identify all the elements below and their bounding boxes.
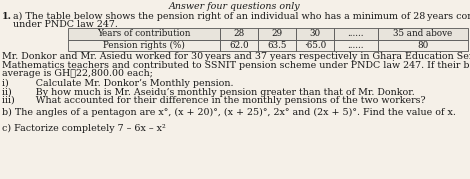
Text: c) Factorize completely 7 – 6x – x²: c) Factorize completely 7 – 6x – x² — [2, 124, 166, 133]
Text: a) The table below shows the pension right of an individual who has a minimum of: a) The table below shows the pension rig… — [13, 12, 470, 21]
Text: Years of contribution: Years of contribution — [97, 29, 191, 38]
Bar — [258, 28, 296, 40]
Text: 29: 29 — [271, 29, 282, 38]
Bar — [68, 28, 220, 40]
Text: 63.5: 63.5 — [267, 41, 287, 50]
Bar — [258, 40, 296, 51]
Text: Mr. Donkor and Mr. Asiedu worked for 30 years and 37 years respectively in Ghaṛa: Mr. Donkor and Mr. Asiedu worked for 30 … — [2, 52, 470, 61]
Bar — [334, 28, 378, 40]
Bar — [296, 40, 334, 51]
Text: under PNDC law 247.: under PNDC law 247. — [13, 20, 118, 29]
Bar — [296, 28, 334, 40]
Text: ......: ...... — [347, 29, 364, 38]
Text: iii)       What accounted for their difference in the monthly pensions of the tw: iii) What accounted for their difference… — [2, 96, 426, 105]
Bar — [334, 40, 378, 51]
Text: Mathematics teachers and contributed to SSNIT pension scheme under PNDC law 247.: Mathematics teachers and contributed to … — [2, 61, 470, 69]
Bar — [68, 40, 220, 51]
Text: 80: 80 — [417, 41, 428, 50]
Text: 30: 30 — [309, 29, 321, 38]
Bar — [378, 28, 468, 40]
Text: Answer four questions only: Answer four questions only — [169, 2, 301, 11]
Text: ......: ...... — [347, 41, 364, 50]
Text: 62.0: 62.0 — [229, 41, 249, 50]
Text: i)         Calculate Mr. Donkor’s Monthly pension.: i) Calculate Mr. Donkor’s Monthly pensio… — [2, 79, 234, 88]
Text: Pension rights (%): Pension rights (%) — [103, 41, 185, 50]
Text: 28: 28 — [233, 29, 244, 38]
Text: b) The angles of a pentagon are x°, (x + 20)°, (x + 25)°, 2x° and (2x + 5)°. Fin: b) The angles of a pentagon are x°, (x +… — [2, 108, 456, 117]
Text: 35 and above: 35 and above — [393, 29, 452, 38]
Text: ·65.0: ·65.0 — [304, 41, 326, 50]
Bar — [220, 40, 258, 51]
Text: 1.: 1. — [2, 12, 12, 21]
Bar — [378, 40, 468, 51]
Text: average is GH₲22,800.00 each;: average is GH₲22,800.00 each; — [2, 69, 153, 78]
Text: ii)        By how much is Mr. Aseidu’s monthly pension greater than that of Mr. : ii) By how much is Mr. Aseidu’s monthly … — [2, 88, 415, 97]
Bar — [220, 28, 258, 40]
